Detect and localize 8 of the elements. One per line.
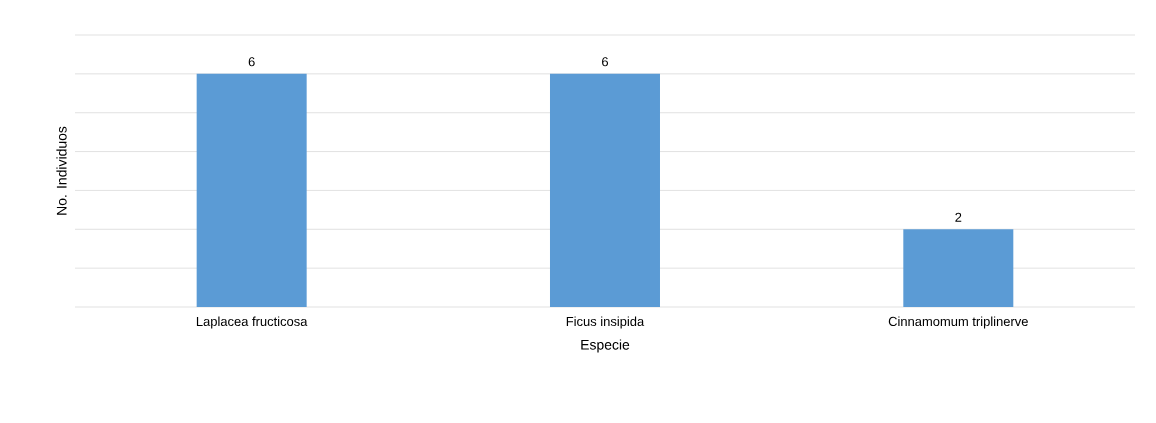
y-axis-title: No. Individuos xyxy=(56,126,67,215)
x-tick-label: Cinnamomum triplinerve xyxy=(888,316,1028,329)
x-tick-label: Laplacea fructicosa xyxy=(196,316,308,329)
x-tick-label: Ficus insipida xyxy=(566,316,645,329)
data-label: 2 xyxy=(955,212,962,222)
data-label: 6 xyxy=(602,57,609,67)
x-axis-title: Especie xyxy=(581,339,630,353)
data-label: 6 xyxy=(248,57,255,67)
